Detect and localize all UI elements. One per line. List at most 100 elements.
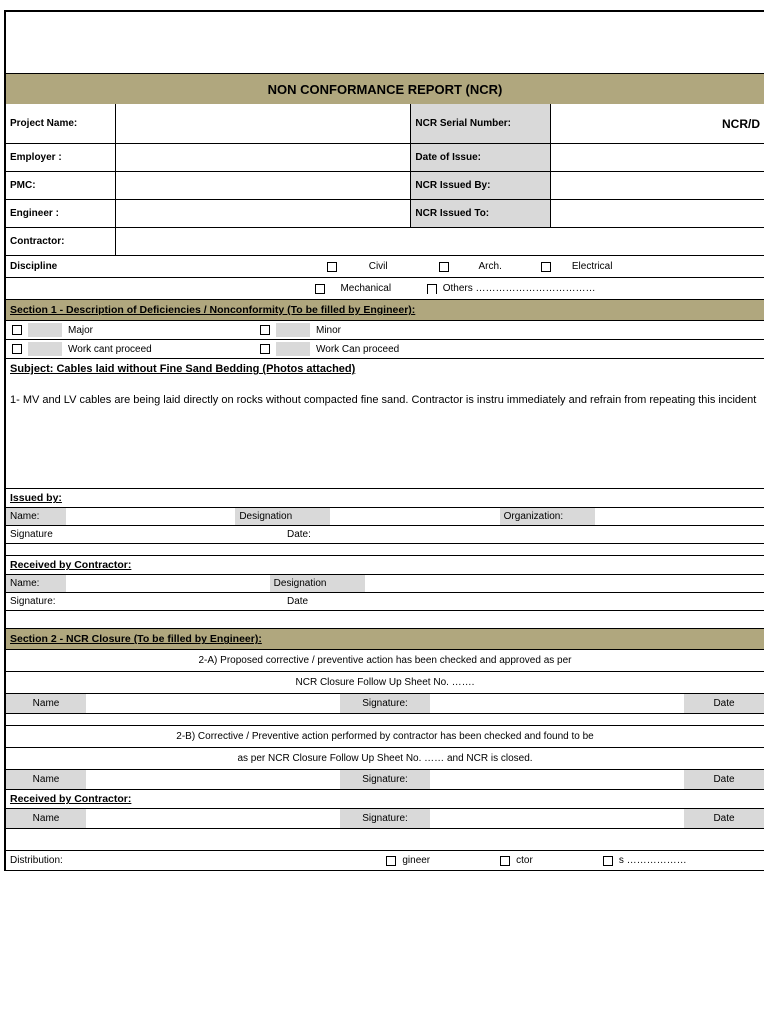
distribution-row: Distribution: gineer ctor s ……………… (4, 851, 764, 871)
major-checkbox[interactable] (12, 325, 22, 335)
sec2b-name-label: Name (6, 770, 86, 789)
issued-designation-label: Designation (235, 508, 330, 525)
sec2b-date-label: Date (684, 770, 764, 789)
received-designation-label: Designation (270, 575, 365, 592)
issued-org-label: Organization: (500, 508, 595, 525)
sec2b-sig-label: Signature: (340, 770, 430, 789)
sec2-line-a2: NCR Closure Follow Up Sheet No. ……. (4, 672, 764, 694)
cant-proceed-checkbox[interactable] (12, 344, 22, 354)
subject-box: Subject: Cables laid without Fine Sand B… (4, 359, 764, 489)
electrical-checkbox[interactable] (541, 262, 551, 272)
minor-label: Minor (316, 325, 466, 336)
pmc-label: PMC: (6, 172, 116, 199)
received-header: Received by Contractor: (4, 556, 764, 575)
subject-body: 1- MV and LV cables are being laid direc… (10, 393, 760, 408)
issued-by-row1: Name: Designation Organization: (4, 508, 764, 526)
contractor-label: Contractor: (6, 228, 116, 255)
received-name-value (66, 575, 270, 592)
document-title: NON CONFORMANCE REPORT (NCR) (268, 82, 503, 97)
sec2a-sig-value (430, 694, 684, 713)
ncr-issued-to-value (551, 200, 764, 227)
dist-engineer-label: gineer (402, 855, 430, 866)
proceed-row: Work cant proceed Work Can proceed (4, 340, 764, 359)
dist-engineer-checkbox[interactable] (386, 856, 396, 866)
discipline-label: Discipline (6, 261, 116, 272)
received-row2: Signature: Date (4, 593, 764, 611)
title-bar: NON CONFORMANCE REPORT (NCR) (4, 74, 764, 104)
header-empty (4, 10, 764, 74)
dist-others-label: s ……………… (619, 855, 687, 866)
engineer-label: Engineer : (6, 200, 116, 227)
issued-signature-value (86, 526, 283, 543)
can-proceed-label: Work Can proceed (316, 344, 466, 355)
received-signature-value (86, 593, 283, 610)
project-name-label: Project Name: (6, 104, 116, 143)
ncr-issued-to-label: NCR Issued To: (411, 200, 551, 227)
section1-header: Section 1 - Description of Deficiencies … (4, 300, 764, 321)
discipline-row-1: Discipline Civil Arch. Electrical (4, 256, 764, 278)
discipline-row-2: Mechanical Others ……………………………… (4, 278, 764, 300)
employer-label: Employer : (6, 144, 116, 171)
gap (4, 544, 764, 556)
received-date-label: Date (283, 593, 378, 610)
gap (4, 714, 764, 726)
arch-label: Arch. (455, 261, 525, 272)
others-label: Others ……………………………… (443, 283, 764, 294)
sec2a-sig-label: Signature: (340, 694, 430, 713)
sec2-line-b2: as per NCR Closure Follow Up Sheet No. …… (4, 748, 764, 770)
employer-value (116, 144, 411, 171)
arch-checkbox[interactable] (439, 262, 449, 272)
spacer (276, 323, 310, 337)
received-designation-value (365, 575, 764, 592)
mechanical-checkbox[interactable] (315, 284, 325, 294)
sec2-sig-a: Name Signature: Date (4, 694, 764, 714)
issued-date-value (378, 526, 764, 543)
dist-contractor-checkbox[interactable] (500, 856, 510, 866)
spacer (28, 323, 62, 337)
others-checkbox[interactable] (427, 284, 437, 294)
sec2a-date-label: Date (684, 694, 764, 713)
sec2b-name-value (86, 770, 340, 789)
received-name-label: Name: (6, 575, 66, 592)
engineer-value (116, 200, 411, 227)
sec2a-name-value (86, 694, 340, 713)
spacer (276, 342, 310, 356)
ncr-issued-by-label: NCR Issued By: (411, 172, 551, 199)
received2-sig: Name Signature: Date (4, 809, 764, 829)
received-signature-label: Signature: (6, 593, 86, 610)
gap (4, 611, 764, 629)
issued-date-label: Date: (283, 526, 378, 543)
ncr-serial-label: NCR Serial Number: (411, 104, 551, 143)
subject-title: Subject: Cables laid without Fine Sand B… (10, 363, 760, 375)
gap (4, 829, 764, 851)
electrical-label: Electrical (557, 261, 627, 272)
sec2-sig-b: Name Signature: Date (4, 770, 764, 790)
section2-header: Section 2 - NCR Closure (To be filled by… (4, 629, 764, 650)
issued-name-value (66, 508, 235, 525)
sec2-line-a: 2-A) Proposed corrective / preventive ac… (4, 650, 764, 672)
can-proceed-checkbox[interactable] (260, 344, 270, 354)
pmc-value (116, 172, 411, 199)
date-issue-value (551, 144, 764, 171)
sec2a-name-label: Name (6, 694, 86, 713)
info-grid: Project Name: NCR Serial Number: NCR/D E… (4, 104, 764, 256)
cant-proceed-label: Work cant proceed (68, 344, 218, 355)
dist-others-checkbox[interactable] (603, 856, 613, 866)
mechanical-label: Mechanical (331, 283, 401, 294)
minor-checkbox[interactable] (260, 325, 270, 335)
contractor-value (116, 228, 764, 255)
distribution-label: Distribution: (10, 855, 63, 866)
received2-date-label: Date (684, 809, 764, 828)
issued-designation-value (330, 508, 499, 525)
sec2b-sig-value (430, 770, 684, 789)
received2-name-value (86, 809, 340, 828)
issued-name-label: Name: (6, 508, 66, 525)
received2-name-label: Name (6, 809, 86, 828)
spacer (28, 342, 62, 356)
received2-sig-value (430, 809, 684, 828)
received-date-value (378, 593, 764, 610)
civil-label: Civil (343, 261, 413, 272)
project-name-value (116, 104, 411, 143)
civil-checkbox[interactable] (327, 262, 337, 272)
issued-by-row2: Signature Date: (4, 526, 764, 544)
